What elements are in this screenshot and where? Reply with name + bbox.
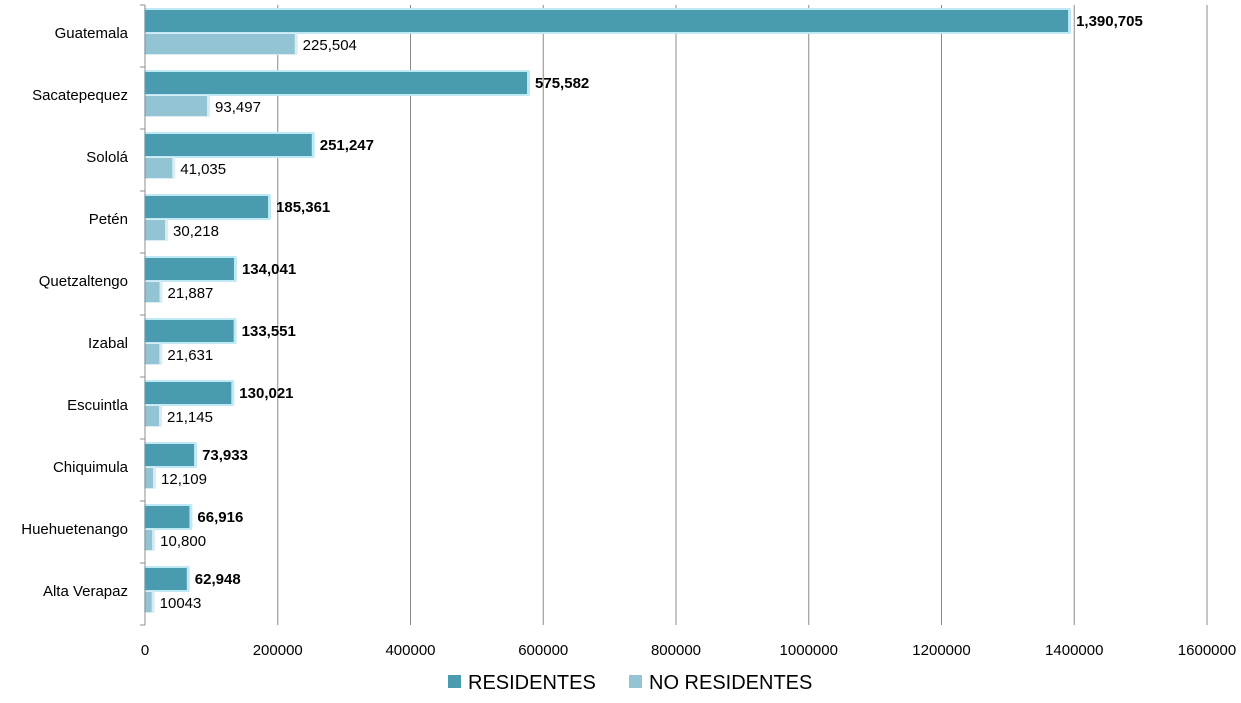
category-label: Guatemala [55,25,129,42]
x-tick-label: 800000 [651,642,701,659]
x-tick-label: 1600000 [1178,642,1236,659]
data-label-no-residentes: 21,145 [167,409,213,426]
data-label-residentes: 73,933 [202,447,248,464]
x-tick-label: 1400000 [1045,642,1103,659]
legend-swatch-residentes [448,675,461,688]
data-label-residentes: 134,041 [242,261,296,278]
bar-no-residentes [145,158,173,178]
bar-residentes [145,258,234,280]
x-tick-label: 0 [141,642,149,659]
data-label-residentes: 251,247 [320,137,374,154]
data-label-residentes: 133,551 [242,323,296,340]
data-label-no-residentes: 21,887 [168,285,214,302]
bar-no-residentes [145,592,152,612]
bar-residentes [145,444,195,466]
data-label-no-residentes: 21,631 [167,347,213,364]
category-label: Sololá [86,149,128,166]
category-label: Escuintla [67,397,129,414]
legend-swatch-no-residentes [629,675,642,688]
data-label-no-residentes: 10043 [160,595,202,612]
bar-no-residentes [145,96,208,116]
bar-no-residentes [145,468,154,488]
bar-residentes [145,10,1069,32]
bar-residentes [145,568,187,590]
category-label: Chiquimula [53,459,129,476]
bar-no-residentes [145,344,160,364]
data-label-no-residentes: 10,800 [160,533,206,550]
legend-label-residentes: RESIDENTES [468,672,596,694]
data-label-residentes: 62,948 [195,571,241,588]
category-label: Quetzaltengo [39,273,128,290]
bar-residentes [145,506,190,528]
gridlines [277,5,1208,625]
data-label-no-residentes: 41,035 [180,161,226,178]
data-label-residentes: 575,582 [535,75,589,92]
data-label-residentes: 130,021 [239,385,293,402]
category-label: Izabal [88,335,128,352]
bar-no-residentes [145,220,166,240]
x-tick-label: 400000 [385,642,435,659]
data-label-no-residentes: 30,218 [173,223,219,240]
legend-label-no-residentes: NO RESIDENTES [649,672,812,694]
bar-residentes [145,196,269,218]
data-label-no-residentes: 93,497 [215,99,261,116]
bar-residentes [145,134,312,156]
bar-residentes [145,72,528,94]
data-label-no-residentes: 12,109 [161,471,207,488]
x-tick-label: 600000 [518,642,568,659]
bars [144,8,1072,613]
data-label-residentes: 1,390,705 [1076,13,1143,30]
bar-no-residentes [145,530,153,550]
category-label: Petén [89,211,128,228]
x-tick-label: 1000000 [780,642,838,659]
bar-no-residentes [145,282,160,302]
category-label: Alta Verapaz [43,583,128,600]
x-tick-label: 1200000 [912,642,970,659]
data-label-no-residentes: 225,504 [303,37,357,54]
category-label: Sacatepequez [32,87,128,104]
labels: 0 200000 400000 600000 800000 1000000 1200000 1… [21,13,1236,659]
bar-residentes [145,320,234,342]
legend: RESIDENTES NO RESIDENTES [448,672,812,694]
axes [140,4,146,626]
bar-no-residentes [145,406,160,426]
bar-residentes [145,382,232,404]
data-label-residentes: 66,916 [197,509,243,526]
data-label-residentes: 185,361 [276,199,330,216]
x-tick-label: 200000 [253,642,303,659]
category-label: Huehuetenango [21,521,128,538]
bar-no-residentes [145,34,295,54]
